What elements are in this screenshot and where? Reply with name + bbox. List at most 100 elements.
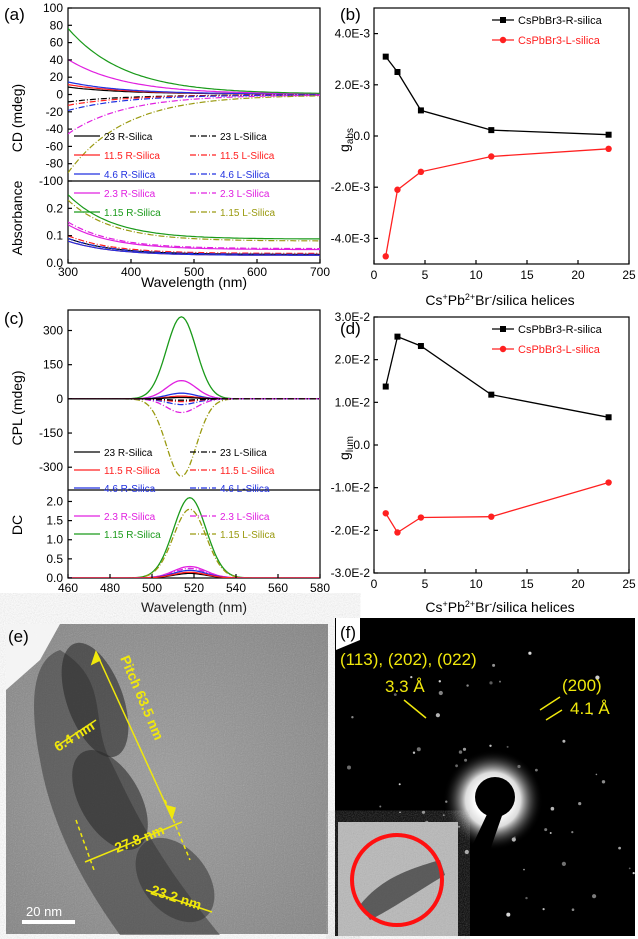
saed-planes2: (200)	[562, 676, 602, 695]
pitch-arrow-head	[90, 650, 102, 666]
diffraction-spot	[549, 832, 552, 834]
ytick-label: -2.0E-3	[331, 180, 371, 194]
diffraction-spot	[523, 868, 525, 871]
diffraction-spot	[550, 806, 555, 811]
series-line-1	[385, 148, 609, 257]
diffraction-spot	[528, 651, 532, 655]
c-xtick-label: 540	[226, 581, 246, 595]
data-point	[394, 333, 401, 340]
cpl-curve-1-15-L	[68, 398, 320, 477]
dc-curve-2-3-R	[68, 565, 320, 578]
panel-a-ylabel-cd: CD (mdeg)	[9, 84, 25, 152]
a-xtick-label: 400	[121, 265, 141, 279]
a-ytick-label: -40	[46, 122, 64, 136]
ytick-label: 3.0E-2	[335, 310, 371, 324]
tem-helix-segment	[72, 750, 148, 850]
diffraction-spot	[462, 747, 467, 751]
data-point	[417, 107, 424, 114]
panel-c-ticks: 460 480 500 520 540 560 580 300 150 0 -150 -300 2.0 1…	[39, 324, 330, 595]
panel-c-ylabel-cpl: CPL (mdeg)	[9, 371, 25, 446]
xtick-label: 15	[520, 268, 534, 282]
a-ytick-label: -80	[46, 157, 64, 171]
a-ytick-label: -100	[39, 174, 63, 188]
c-xtick-label: 580	[310, 581, 330, 595]
legend-label-l: 1.15 L-Silica	[220, 530, 275, 541]
cd-curve-4-6-L	[68, 94, 320, 112]
c-ytick-dc-label: 2.0	[46, 494, 63, 508]
diffraction-spot	[571, 908, 575, 911]
legend-label-r: 1.15 R-Silica	[104, 208, 161, 219]
panel-b-gabs: (b) 0 5 10 15 20 25 4.0E-3 2.0E-3 0.0 -2.0E-3 -4.0…	[331, 5, 636, 308]
abs-curve-1-15-L	[68, 199, 320, 242]
abs-curve-11-5-L	[68, 235, 320, 254]
data-point	[382, 383, 389, 390]
abs-curve-2-3-R	[68, 224, 320, 251]
legend-label-l: 23 L-Silica	[220, 132, 267, 143]
data-point	[488, 153, 495, 160]
c-xtick-label: 480	[100, 581, 120, 595]
cd-curve-1-15-R	[68, 27, 320, 94]
diffraction-spot	[542, 908, 545, 911]
width1-arrow	[56, 719, 97, 747]
legend-label-r: 11.5 R-Silica	[104, 151, 160, 162]
cpl-curve-23-L	[68, 398, 320, 401]
legend-label: CsPbBr3-R-silica	[518, 324, 603, 336]
diffraction-spot	[351, 716, 354, 719]
legend-label-l: 4.6 L-Silica	[220, 170, 270, 181]
diffraction-spot	[544, 828, 548, 832]
panel-label-e: (e)	[8, 627, 29, 646]
c-xtick-label: 560	[268, 581, 288, 595]
legend-label-r: 23 R-Silica	[104, 448, 153, 459]
diffraction-spot	[632, 872, 635, 875]
cd-curve-4-6-R	[68, 81, 320, 95]
xtick-label: 0	[371, 268, 378, 282]
width3-arrow	[145, 889, 213, 913]
diffraction-spot	[399, 811, 401, 814]
panel-label-d: (d)	[340, 319, 361, 338]
data-point	[488, 391, 495, 398]
diffraction-spot	[393, 693, 397, 696]
inset-helix	[360, 860, 445, 920]
diffraction-spot	[438, 690, 443, 696]
diffraction-spot	[438, 680, 441, 683]
panel-d-glum: (d) 0 5 10 15 20 25 3.0E-2 2.0E-2 1.0E-2 0.0 -1.0E…	[331, 310, 636, 615]
data-point	[605, 479, 612, 486]
legend-label: CsPbBr3-L-silica	[518, 35, 601, 47]
panel-a-ticks: 300 400 500 600 700 100 80 60 40 20 0 -20 -40 -60 -80 -…	[39, 1, 330, 279]
panel-label-b: (b)	[340, 5, 361, 24]
panel-d-plot: 0 5 10 15 20 25 3.0E-2 2.0E-2 1.0E-2 0.0 -1.0E-2 -2…	[331, 310, 636, 591]
legend-marker	[500, 326, 506, 332]
diffraction-spot	[595, 675, 600, 680]
diffraction-spot	[458, 750, 463, 754]
ytick-label: 2.0E-2	[335, 353, 371, 367]
panel-c-xlabel: Wavelength (nm)	[141, 599, 247, 615]
legend-label-l: 2.3 L-Silica	[220, 512, 270, 523]
diffraction-spot	[421, 810, 426, 814]
legend-label: CsPbBr3-R-silica	[518, 15, 603, 27]
panel-a-ylabel-abs: Absorbance	[9, 180, 25, 255]
diffraction-spot	[499, 680, 501, 683]
legend-label-r: 2.3 R-Silica	[104, 189, 156, 200]
saed-arrow-1	[403, 699, 427, 719]
diffraction-spot	[412, 751, 416, 754]
data-point	[488, 127, 495, 134]
panel-c-ylabel-dc: DC	[9, 515, 25, 535]
dc-curve-1-15-L	[68, 508, 320, 578]
abs-curve-4-6-L	[68, 237, 320, 255]
a-ytick-label: 80	[50, 18, 64, 32]
panel-c-legend: 23 R-Silica 23 L-Silica 11.5 R-Silica 11.5 …	[74, 448, 275, 541]
panel-d-ylabel: glum	[336, 436, 356, 460]
c-ytick-label: -150	[39, 426, 63, 440]
c-ytick-dc-label: 1.5	[46, 514, 63, 528]
width2-arrow	[84, 821, 183, 863]
xtick-label: 25	[622, 577, 636, 591]
panel-d-xlabel: Cs+Pb2+Br-/silica helices	[425, 599, 574, 615]
beam-stop	[475, 777, 515, 817]
diffraction-spot	[591, 713, 593, 716]
xtick-label: 15	[520, 577, 534, 591]
c-xtick-label: 520	[184, 581, 204, 595]
legend-label-r: 1.15 R-Silica	[104, 530, 161, 541]
legend-label-l: 11.5 L-Silica	[220, 151, 275, 162]
diffraction-spot	[618, 846, 621, 850]
a-xtick-label: 700	[310, 265, 330, 279]
